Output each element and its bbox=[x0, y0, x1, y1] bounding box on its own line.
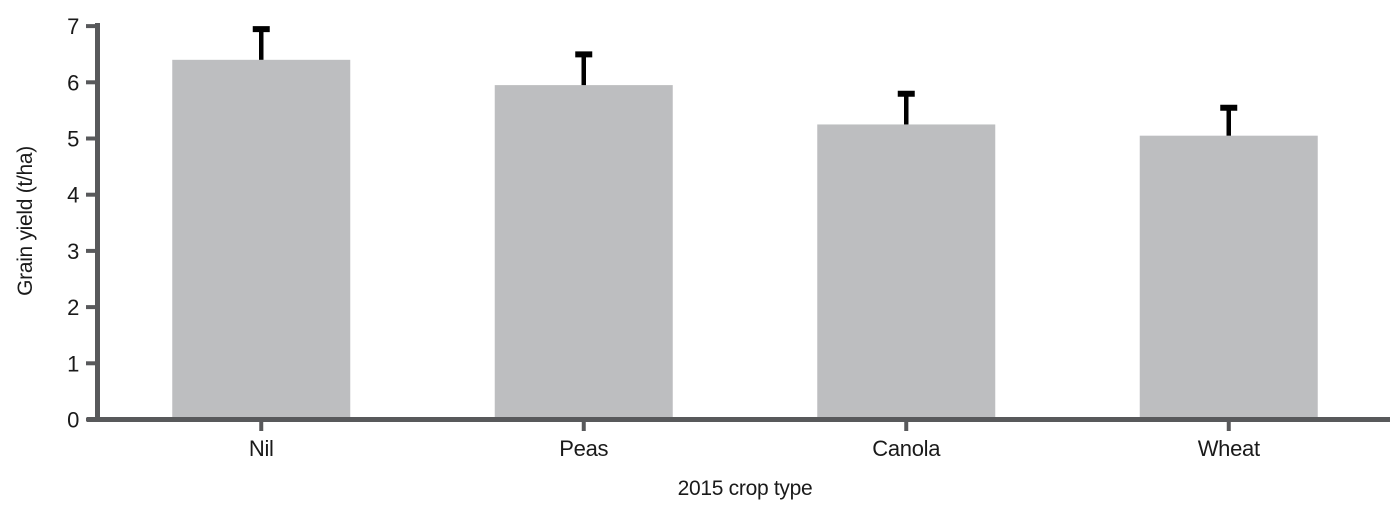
bar-nil bbox=[172, 59, 351, 417]
x-axis-title: 2015 crop type bbox=[677, 477, 813, 500]
y-tick-label-0: 0 bbox=[67, 408, 79, 433]
y-tick-label-6: 6 bbox=[67, 70, 79, 95]
x-tick-label-peas: Peas bbox=[559, 436, 608, 461]
y-tick-label-1: 1 bbox=[67, 351, 79, 376]
x-tick-label-nil: Nil bbox=[249, 436, 274, 461]
x-tick-label-wheat: Wheat bbox=[1198, 436, 1260, 461]
y-tick-label-7: 7 bbox=[67, 14, 79, 39]
y-axis-title: Grain yield (t/ha) bbox=[14, 146, 37, 296]
bar-wheat bbox=[1139, 135, 1318, 417]
bar-canola bbox=[817, 124, 996, 417]
y-tick-label-5: 5 bbox=[67, 127, 79, 152]
y-tick-label-2: 2 bbox=[67, 295, 79, 320]
bar-peas bbox=[494, 85, 673, 418]
y-tick-label-3: 3 bbox=[67, 239, 79, 264]
y-tick-label-4: 4 bbox=[67, 183, 79, 208]
x-tick-label-canola: Canola bbox=[872, 436, 941, 461]
